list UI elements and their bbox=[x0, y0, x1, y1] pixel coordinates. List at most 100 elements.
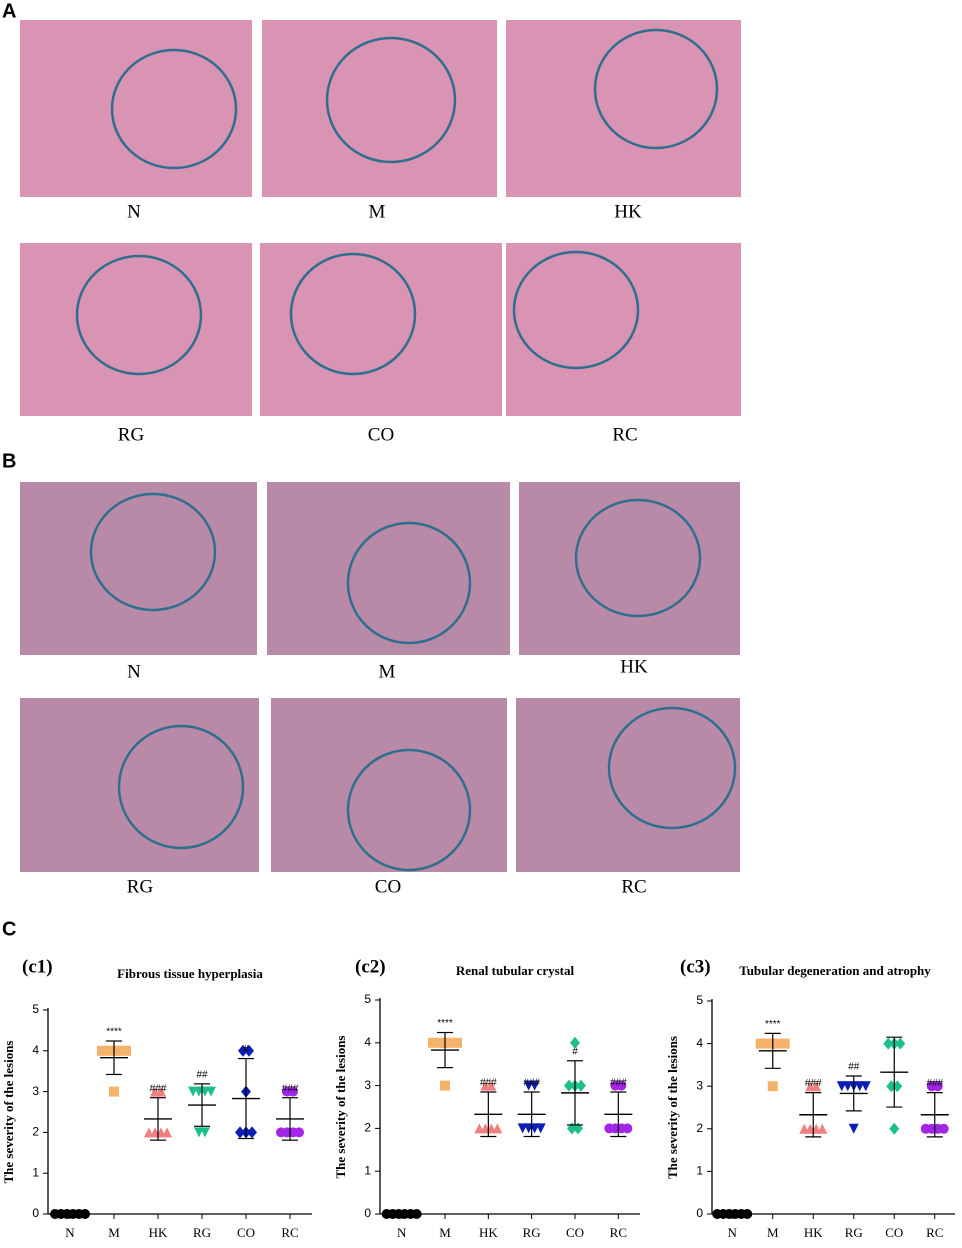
image-label: RG bbox=[118, 424, 145, 445]
roi-circle bbox=[346, 748, 472, 872]
x-tick-label: RG bbox=[193, 1225, 211, 1240]
data-point bbox=[779, 1038, 790, 1049]
roi-circle bbox=[512, 250, 640, 370]
micrograph bbox=[519, 482, 740, 655]
chart-title: Fibrous tissue hyperplasia bbox=[117, 966, 263, 981]
x-tick-label: RG bbox=[845, 1225, 863, 1240]
data-point bbox=[761, 1038, 772, 1049]
data-point bbox=[244, 1044, 254, 1057]
y-tick-label: 1 bbox=[696, 1164, 703, 1178]
data-point bbox=[742, 1209, 753, 1219]
y-tick-label: 4 bbox=[364, 1035, 371, 1049]
y-axis-label: The severity of the lesions bbox=[1, 1041, 16, 1184]
y-tick-label: 0 bbox=[696, 1206, 703, 1220]
roi-circle bbox=[574, 498, 702, 618]
y-tick-label: 2 bbox=[364, 1121, 371, 1135]
micrograph bbox=[20, 20, 252, 197]
data-point bbox=[206, 1086, 216, 1097]
y-tick-label: 4 bbox=[696, 1036, 703, 1050]
panel-label: B bbox=[2, 450, 16, 472]
micrograph bbox=[516, 698, 740, 872]
error-bar bbox=[144, 1097, 172, 1141]
roi-circle bbox=[117, 724, 245, 850]
error-bar bbox=[232, 1057, 260, 1140]
data-point bbox=[486, 1080, 497, 1091]
image-label: M bbox=[369, 201, 386, 222]
data-point bbox=[238, 1044, 248, 1057]
roi-circle bbox=[289, 252, 417, 376]
error-bar bbox=[920, 1091, 949, 1138]
image-label: RC bbox=[612, 424, 637, 445]
micrograph bbox=[506, 243, 741, 416]
image-label: N bbox=[127, 661, 141, 682]
data-point bbox=[616, 1080, 627, 1091]
x-tick-label: CO bbox=[885, 1225, 903, 1240]
significance: ### bbox=[610, 1078, 627, 1089]
y-tick-label: 0 bbox=[364, 1206, 371, 1220]
significance: ## bbox=[848, 1062, 860, 1073]
error-bar bbox=[188, 1083, 216, 1127]
x-tick-label: RC bbox=[610, 1225, 627, 1240]
x-tick-label: HK bbox=[149, 1225, 168, 1240]
y-tick-label: 2 bbox=[696, 1121, 703, 1135]
image-label: HK bbox=[614, 201, 642, 222]
significance: ### bbox=[805, 1078, 822, 1089]
micrograph bbox=[271, 698, 507, 872]
error-bar bbox=[561, 1060, 589, 1126]
chart-title: Renal tubular crystal bbox=[456, 963, 575, 978]
significance: # bbox=[572, 1046, 578, 1057]
image-label: N bbox=[127, 201, 141, 222]
data-point bbox=[767, 1081, 778, 1092]
data-point bbox=[97, 1045, 107, 1056]
error-bar bbox=[276, 1097, 304, 1141]
y-tick-label: 5 bbox=[696, 993, 703, 1007]
roi-circle bbox=[593, 28, 719, 150]
data-point bbox=[428, 1037, 438, 1048]
micrograph bbox=[260, 243, 502, 416]
x-tick-label: N bbox=[728, 1225, 738, 1240]
data-point bbox=[162, 1127, 172, 1138]
error-bar bbox=[474, 1091, 503, 1138]
data-point bbox=[288, 1086, 298, 1097]
panel-label: A bbox=[2, 0, 16, 22]
significance: ### bbox=[150, 1083, 167, 1094]
error-bar bbox=[604, 1091, 633, 1138]
data-point bbox=[446, 1037, 456, 1048]
error-bar bbox=[431, 1031, 459, 1069]
roi-circle bbox=[607, 706, 737, 830]
error-bar bbox=[880, 1036, 909, 1108]
error-bar bbox=[100, 1040, 128, 1076]
chart-label: (c2) bbox=[355, 956, 386, 977]
significance: ### bbox=[926, 1078, 943, 1089]
significance: **** bbox=[106, 1027, 122, 1038]
error-bar bbox=[799, 1091, 828, 1138]
panel-a: N M HK RG CO RC bbox=[20, 20, 741, 445]
y-tick-label: 2 bbox=[32, 1125, 39, 1139]
x-tick-label: CO bbox=[237, 1225, 255, 1240]
image-label: HK bbox=[620, 656, 648, 677]
data-point bbox=[121, 1045, 131, 1056]
micrograph bbox=[267, 482, 510, 655]
panel-b: N M HK RG CO RC bbox=[20, 482, 740, 897]
y-tick-label: 0 bbox=[32, 1206, 39, 1220]
x-tick-label: CO bbox=[566, 1225, 584, 1240]
data-point bbox=[109, 1086, 119, 1097]
y-tick-label: 3 bbox=[696, 1078, 703, 1092]
data-point bbox=[811, 1081, 822, 1092]
y-tick-label: 4 bbox=[32, 1043, 39, 1057]
error-bar bbox=[839, 1075, 868, 1112]
image-label: RC bbox=[621, 876, 646, 897]
x-tick-label: N bbox=[397, 1225, 407, 1240]
chart-label: (c1) bbox=[22, 956, 53, 977]
significance: **** bbox=[437, 1018, 453, 1029]
data-point bbox=[889, 1122, 900, 1135]
roi-circle bbox=[346, 521, 472, 645]
significance: **** bbox=[765, 1019, 781, 1030]
micrograph bbox=[506, 20, 741, 197]
x-tick-label: RG bbox=[523, 1225, 541, 1240]
x-tick-label: HK bbox=[479, 1225, 498, 1240]
data-point bbox=[883, 1037, 894, 1050]
x-tick-label: M bbox=[439, 1225, 451, 1240]
panel-label: C bbox=[2, 918, 16, 940]
